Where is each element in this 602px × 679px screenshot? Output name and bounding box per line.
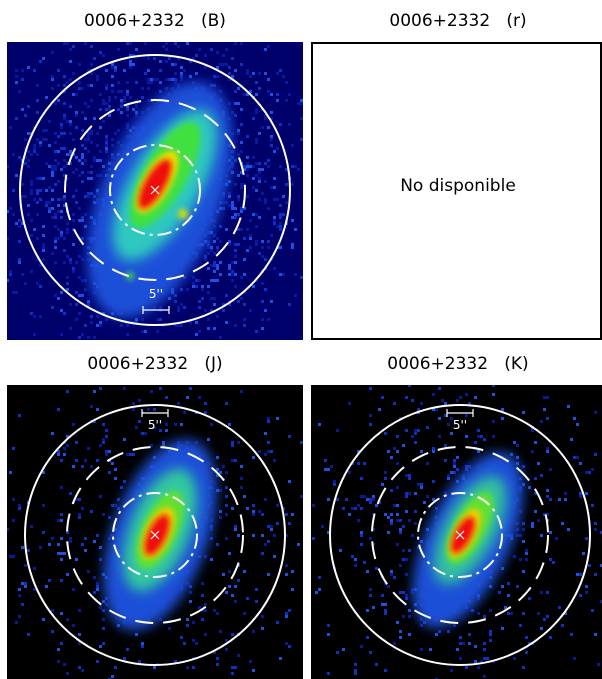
- panel-title: 0006+2332 (J): [87, 354, 222, 374]
- image-panel: [7, 42, 303, 340]
- unavailable-message: No disponible: [400, 176, 516, 196]
- image-panel: [7, 385, 303, 679]
- scale-label: 5'': [453, 418, 467, 432]
- panel-title: 0006+2332 (B): [84, 11, 226, 31]
- panel-title: 0006+2332 (r): [389, 11, 526, 31]
- panel-title: 0006+2332 (K): [387, 354, 528, 374]
- image-panel: [311, 385, 602, 679]
- scale-label: 5'': [149, 287, 163, 301]
- empty-panel: [311, 42, 602, 340]
- scale-label: 5'': [148, 418, 162, 432]
